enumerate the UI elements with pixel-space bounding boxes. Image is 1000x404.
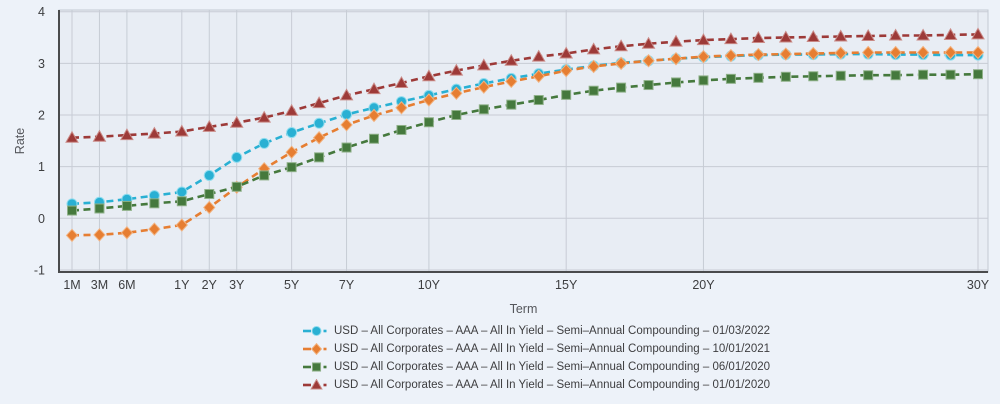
legend-item-2021-10-01[interactable]: USD – All Corporates – AAA – All In Yiel…: [303, 340, 770, 358]
legend-item-2022-01-03[interactable]: USD – All Corporates – AAA – All In Yiel…: [303, 322, 770, 340]
svg-text:15Y: 15Y: [555, 278, 578, 292]
svg-text:10Y: 10Y: [418, 278, 441, 292]
y-axis-title: Rate: [13, 127, 27, 155]
chart-legend: USD – All Corporates – AAA – All In Yiel…: [303, 322, 770, 394]
svg-text:3Y: 3Y: [229, 278, 245, 292]
svg-text:6M: 6M: [118, 278, 135, 292]
svg-text:4: 4: [38, 5, 45, 19]
legend-label: USD – All Corporates – AAA – All In Yiel…: [334, 343, 771, 355]
svg-text:2: 2: [38, 109, 45, 123]
legend-item-2020-01-01[interactable]: USD – All Corporates – AAA – All In Yiel…: [303, 376, 770, 394]
svg-text:2Y: 2Y: [202, 278, 218, 292]
svg-text:1Y: 1Y: [174, 278, 190, 292]
svg-text:-1: -1: [34, 263, 45, 277]
x-axis-title: Term: [509, 302, 538, 316]
legend-label: USD – All Corporates – AAA – All In Yiel…: [334, 379, 771, 391]
legend-marker-circle-icon: [303, 326, 327, 336]
svg-text:0: 0: [38, 212, 45, 226]
svg-text:3: 3: [38, 57, 45, 71]
svg-text:7Y: 7Y: [339, 278, 355, 292]
legend-marker-square-icon: [303, 362, 327, 372]
legend-marker-triangle-icon: [303, 379, 327, 390]
svg-text:30Y: 30Y: [967, 278, 990, 292]
svg-text:5Y: 5Y: [284, 278, 300, 292]
svg-text:1M: 1M: [63, 278, 80, 292]
yield-curve-chart: -1 0 1 2 3 4 1M 3M 6M 1Y 2Y 3Y 5Y 7Y 10Y 15Y 20Y 30Y: [34, 5, 990, 292]
legend-marker-diamond-icon: [303, 343, 327, 355]
legend-label: USD – All Corporates – AAA – All In Yiel…: [334, 361, 771, 373]
svg-text:1: 1: [38, 160, 45, 174]
legend-label: USD – All Corporates – AAA – All In Yiel…: [334, 325, 771, 337]
legend-item-2020-06-01[interactable]: USD – All Corporates – AAA – All In Yiel…: [303, 358, 770, 376]
svg-text:3M: 3M: [91, 278, 108, 292]
svg-text:20Y: 20Y: [692, 278, 715, 292]
